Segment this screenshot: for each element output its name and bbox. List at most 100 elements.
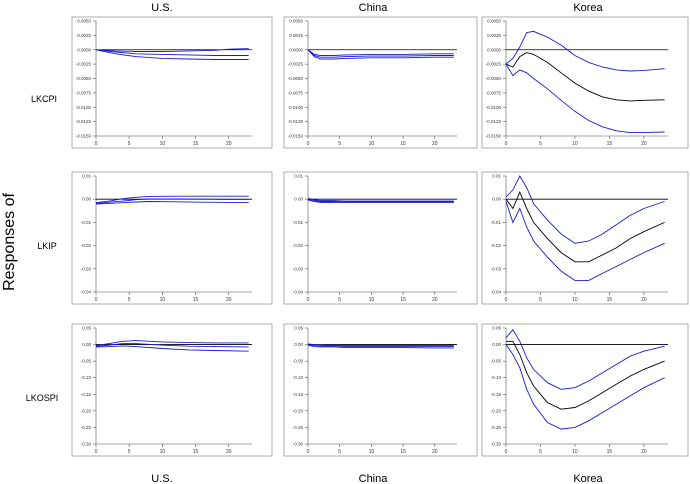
x-tick-label: 0 <box>95 297 98 303</box>
y-tick-label: -0.30 <box>491 442 502 447</box>
x-tick-label: 15 <box>193 449 199 455</box>
panel-lkospi-us: 0.05 0.00 -0.05 -0.10 -0.15 -0.20 -0.25 -0.300 5… <box>71 323 273 457</box>
col-header-bottom-china: China <box>359 473 389 484</box>
y-tick-label: 0.00 <box>294 342 303 347</box>
y-tick-label: -0.0100 <box>76 105 92 110</box>
panel-lkospi-korea: 0.05 0.00 -0.05 -0.10 -0.15 -0.20 -0.25 -0.300 5… <box>481 323 689 457</box>
x-tick-label: 10 <box>369 297 375 303</box>
x-tick-label: 15 <box>607 297 613 303</box>
x-tick-label: 20 <box>226 297 232 303</box>
y-tick-label: 0.05 <box>492 326 501 331</box>
y-tick-label: 0.01 <box>492 174 501 179</box>
panel-lkip-us: 0.01 0.00 -0.01 -0.02 -0.03 -0.040 5 10 15 20 <box>71 171 273 305</box>
x-tick-label: 0 <box>505 449 508 455</box>
x-tick-label: 0 <box>307 141 310 147</box>
x-tick-label: 20 <box>432 449 438 455</box>
panel-lkip-china: 0.01 0.00 -0.01 -0.02 -0.03 -0.040 5 10 15 20 <box>283 171 478 305</box>
x-tick-label: 15 <box>193 297 199 303</box>
y-tick-label: -0.30 <box>81 442 92 447</box>
series-line-lower <box>505 201 665 281</box>
y-tick-label: -0.05 <box>81 359 92 364</box>
y-tick-label: -0.25 <box>81 425 92 430</box>
y-tick-label: -0.03 <box>81 266 92 271</box>
y-tick-label: -0.03 <box>293 266 304 271</box>
series-line-response <box>307 49 454 58</box>
y-tick-label: 0.0050 <box>289 19 303 24</box>
row-label-lkip: LKIP <box>37 241 57 251</box>
series-line-upper <box>307 198 454 202</box>
x-tick-label: 15 <box>400 141 406 147</box>
y-tick-label: -0.10 <box>293 375 304 380</box>
col-header-bottom-us: U.S. <box>151 473 172 484</box>
y-tick-label: 0.05 <box>294 326 303 331</box>
x-tick-label: 15 <box>400 449 406 455</box>
x-tick-label: 10 <box>160 141 166 147</box>
x-tick-label: 15 <box>607 449 613 455</box>
y-tick-label: 0.05 <box>82 326 91 331</box>
col-header-top-korea: Korea <box>573 2 603 14</box>
y-tick-label: -0.04 <box>491 290 502 295</box>
series-line-response <box>95 49 249 56</box>
x-tick-label: 0 <box>95 141 98 147</box>
panel-lkcpi-korea: 0.0050 0.0025 0.0000 -0.0025 -0.0050 -0.0075 -… <box>481 16 689 149</box>
y-tick-label: -0.0050 <box>288 76 304 81</box>
series-line-response <box>95 343 249 348</box>
y-tick-label: -0.20 <box>81 408 92 413</box>
x-tick-label: 5 <box>338 297 341 303</box>
x-tick-label: 20 <box>226 141 232 147</box>
series-line-response <box>95 198 249 204</box>
x-tick-label: 15 <box>607 141 613 147</box>
y-axis-title: Responses of <box>1 193 18 291</box>
series-line-response <box>307 198 454 203</box>
y-tick-label: -0.0050 <box>486 76 502 81</box>
panel-frame <box>283 171 478 305</box>
y-tick-label: -0.05 <box>491 359 502 364</box>
series-line-upper <box>505 30 665 72</box>
panel-frame <box>481 323 689 457</box>
y-tick-label: 0.0000 <box>77 47 91 52</box>
panel-frame <box>71 323 273 457</box>
y-tick-label: -0.10 <box>81 375 92 380</box>
series-line-upper <box>95 340 249 347</box>
series-line-lower <box>95 345 249 352</box>
y-tick-label: -0.0050 <box>76 76 92 81</box>
series-line-lower <box>95 201 249 205</box>
y-tick-label: -0.01 <box>293 220 304 225</box>
y-tick-label: -0.0100 <box>486 105 502 110</box>
y-tick-label: -0.0025 <box>76 62 92 67</box>
y-tick-label: 0.00 <box>82 342 91 347</box>
y-tick-label: -0.0075 <box>288 90 304 95</box>
panel-frame <box>71 171 273 305</box>
y-tick-label: -0.30 <box>293 442 304 447</box>
panel-frame <box>283 16 478 149</box>
series-line-upper <box>95 48 249 52</box>
series-line-lower <box>307 49 454 60</box>
y-tick-label: 0.00 <box>294 197 303 202</box>
series-line-response <box>506 340 665 410</box>
y-tick-label: -0.04 <box>293 290 304 295</box>
y-tick-label: -0.01 <box>81 220 92 225</box>
series-line-response <box>505 191 665 263</box>
x-tick-label: 0 <box>505 141 508 147</box>
y-tick-label: -0.02 <box>81 243 92 248</box>
series-line-upper <box>307 343 454 347</box>
y-tick-label: -0.20 <box>491 408 502 413</box>
series-line-lower <box>505 63 665 134</box>
series-line-upper <box>505 328 665 390</box>
series-line-lower <box>307 344 454 349</box>
y-tick-label: -0.15 <box>81 392 92 397</box>
y-tick-label: -0.15 <box>293 392 304 397</box>
x-tick-label: 10 <box>369 141 375 147</box>
x-tick-label: 20 <box>641 449 647 455</box>
x-tick-label: 5 <box>338 141 341 147</box>
col-header-top-us: U.S. <box>151 2 172 14</box>
series-line-lower <box>505 344 665 430</box>
x-tick-label: 20 <box>641 141 647 147</box>
y-tick-label: 0.00 <box>82 197 91 202</box>
series-line-lower <box>95 49 249 60</box>
col-header-bottom-korea: Korea <box>573 473 603 484</box>
x-tick-label: 0 <box>307 449 310 455</box>
y-tick-label: 0.0050 <box>487 19 501 24</box>
x-tick-label: 15 <box>193 141 199 147</box>
